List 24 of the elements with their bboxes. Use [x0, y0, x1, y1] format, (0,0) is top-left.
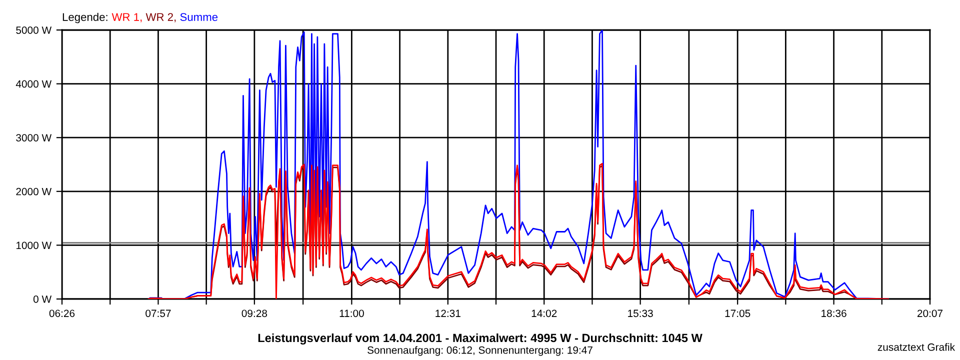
y-tick-label: 3000 W: [16, 134, 52, 142]
x-tick-label: 09:28: [242, 310, 268, 318]
x-tick-label: 07:57: [146, 310, 171, 318]
text: zusatztext Grafik: [878, 343, 956, 351]
x-tick-label: 18:36: [822, 310, 846, 318]
x-tick-label: 17:05: [725, 310, 750, 318]
y-tick-label: 1000 W: [16, 242, 52, 250]
y-tick-label: 4000 W: [16, 80, 52, 88]
x-tick-label: 14:02: [532, 310, 557, 318]
y-tick-label: 0 W: [33, 296, 52, 303]
x-tick-label: 15:33: [628, 310, 653, 318]
legend-title: Legende:: [62, 12, 108, 24]
x-tick-label: 20:07: [917, 310, 943, 318]
text: Summe: [180, 13, 218, 21]
y-tick-label: 5000 W: [16, 26, 52, 34]
text: WR 2,: [146, 13, 176, 22]
y-tick-label: 2000 W: [16, 188, 52, 196]
text: Sonnenaufgang: 06:12, Sonnenuntergang: 19:47: [368, 346, 592, 356]
line-series: [148, 30, 890, 299]
x-tick-label: 06:26: [49, 310, 75, 318]
text: Leistungsverlauf vom 14.04.2001 - Maximalwert: 4995 W - Durchschnitt: 1045 W: [258, 333, 702, 345]
x-tick-label: 12:31: [436, 310, 460, 318]
x-tick-label: 11:00: [340, 310, 364, 318]
text: WR 1,: [112, 13, 142, 22]
